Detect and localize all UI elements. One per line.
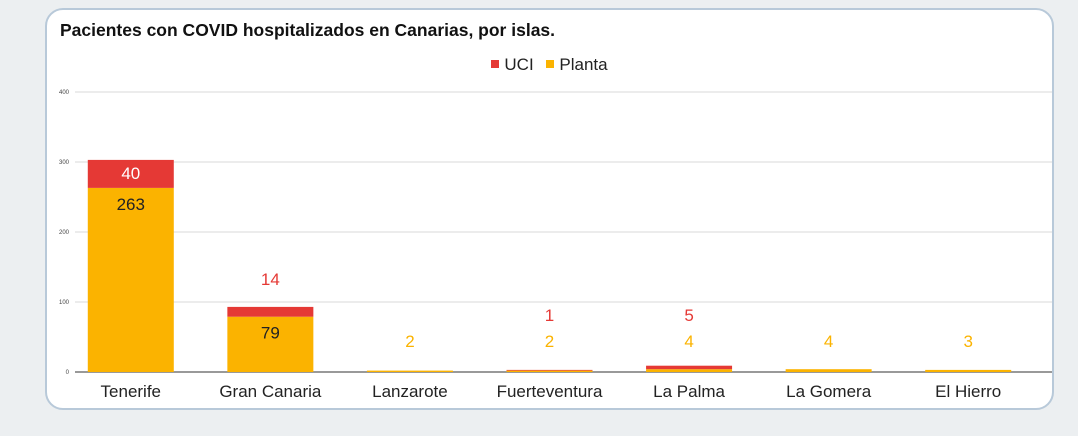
- x-tick-label: La Gomera: [786, 382, 872, 401]
- bar-uci: [87, 159, 174, 188]
- data-label-planta: 263: [117, 195, 145, 214]
- x-tick-label: Gran Canaria: [219, 382, 322, 401]
- x-tick-label: Tenerife: [101, 382, 161, 401]
- bar-planta: [87, 187, 174, 372]
- data-label-uci: 40: [121, 164, 140, 183]
- x-tick-label: El Hierro: [935, 382, 1001, 401]
- data-label-planta: 4: [824, 332, 833, 351]
- legend-item-planta: Planta: [546, 55, 608, 75]
- y-tick-label: 400: [59, 90, 70, 96]
- y-tick-label: 0: [66, 370, 70, 376]
- legend: UCI Planta: [47, 55, 1052, 75]
- x-tick-label: Fuerteventura: [497, 382, 603, 401]
- y-tick-label: 100: [59, 300, 70, 306]
- data-label-planta: 4: [684, 332, 693, 351]
- legend-label-planta: Planta: [559, 55, 608, 74]
- bar-uci: [506, 369, 593, 371]
- bar-planta: [925, 369, 1012, 372]
- bar-planta: [366, 370, 453, 372]
- bar-uci: [227, 306, 314, 317]
- data-label-planta: 2: [405, 332, 414, 351]
- data-label-planta: 2: [545, 332, 554, 351]
- legend-swatch-planta: [546, 60, 555, 68]
- data-label-planta: 79: [261, 324, 280, 343]
- bar-planta: [506, 370, 593, 372]
- y-tick-label: 200: [59, 230, 70, 236]
- legend-item-uci: UCI: [491, 55, 534, 75]
- legend-swatch-uci: [491, 60, 500, 68]
- bar-uci: [646, 365, 733, 370]
- chart-card: Pacientes con COVID hospitalizados en Ca…: [45, 8, 1054, 410]
- data-label-uci: 5: [684, 306, 693, 325]
- data-label-uci: 14: [261, 270, 280, 289]
- data-label-uci: 1: [545, 306, 554, 325]
- bar-planta: [646, 369, 733, 372]
- data-label-planta: 3: [963, 332, 972, 351]
- bar-chart: 0 100 200 300 400 Tenerife 263 40 Gran Canaria 79…: [59, 90, 1052, 401]
- legend-label-uci: UCI: [504, 55, 534, 74]
- chart-title: Pacientes con COVID hospitalizados en Ca…: [60, 20, 556, 40]
- y-tick-label: 300: [59, 160, 70, 166]
- x-tick-label: La Palma: [653, 382, 725, 401]
- bar-planta: [227, 316, 314, 372]
- bar-planta: [785, 369, 872, 372]
- x-tick-label: Lanzarote: [372, 382, 448, 401]
